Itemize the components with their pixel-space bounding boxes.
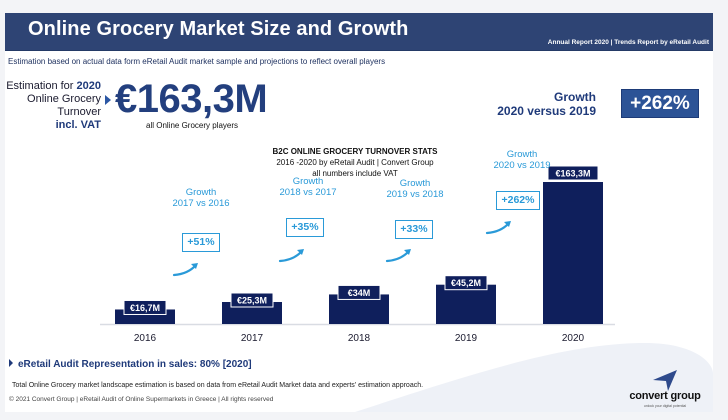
value-label-box xyxy=(230,292,274,308)
growth-arrow-icon xyxy=(485,221,511,235)
representation-line: eRetail Audit Representation in sales: 8… xyxy=(9,359,252,370)
growth-annotation-label: Growth 2019 vs 2018 xyxy=(375,178,455,200)
growth-value-box: +262% xyxy=(496,191,540,210)
growth-period: 2020 vs 2019 xyxy=(493,160,551,171)
estimation-year: 2020 xyxy=(76,80,101,92)
growth-annotation-label: Growth 2020 vs 2019 xyxy=(482,149,562,171)
value-label: €45,2M xyxy=(451,278,481,288)
growth-arrow-head-icon xyxy=(297,249,304,255)
growth-annotation-label: Growth 2017 vs 2016 xyxy=(161,187,241,209)
growth-label: Growth xyxy=(399,178,431,189)
growth-headline-line1: Growth xyxy=(554,90,596,104)
growth-arrow-head-icon xyxy=(504,221,511,227)
triangle-pointer-icon xyxy=(105,95,111,105)
growth-arrow-icon xyxy=(385,249,411,263)
value-label: €34M xyxy=(348,288,371,298)
header-band: Online Grocery Market Size and Growth An… xyxy=(5,13,713,51)
growth-arrow-icon xyxy=(278,249,304,263)
chart-title: B2C ONLINE GROCERY TURNOVER STATS xyxy=(272,147,438,156)
growth-label: Growth xyxy=(185,187,217,198)
triangle-bullet-icon xyxy=(9,359,13,367)
growth-annotation-label: Growth 2018 vs 2017 xyxy=(268,176,348,198)
bar-2020 xyxy=(543,182,603,324)
chart-subtitle-2: all numbers include VAT xyxy=(312,169,398,178)
growth-arrow-head-icon xyxy=(191,263,198,269)
estimation-line4: incl. VAT xyxy=(55,119,101,131)
growth-period: 2017 vs 2016 xyxy=(172,198,230,209)
growth-headline-value: +262% xyxy=(621,89,699,118)
estimation-label: Estimation for 2020 Online Grocery Turno… xyxy=(6,80,101,132)
x-tick-label: 2016 xyxy=(134,333,157,344)
growth-period: 2018 vs 2017 xyxy=(279,187,337,198)
slide: Online Grocery Market Size and Growth An… xyxy=(5,13,713,412)
x-tick-label: 2019 xyxy=(455,333,478,344)
value-label-box xyxy=(547,165,599,181)
big-value-caption: all Online Grocery players xyxy=(146,121,239,130)
value-label: €25,3M xyxy=(237,296,267,306)
growth-value-box: +51% xyxy=(182,233,220,252)
representation-text: eRetail Audit Representation in sales: 8… xyxy=(18,359,252,370)
value-label-box xyxy=(123,299,167,315)
convert-group-logo: convert group unlock your digital potent… xyxy=(625,368,705,412)
estimation-line3: Turnover xyxy=(57,106,101,118)
footnote: Total Online Grocery market landscape es… xyxy=(12,382,424,389)
x-tick-label: 2020 xyxy=(562,333,585,344)
page-title: Online Grocery Market Size and Growth xyxy=(28,18,409,40)
estimation-subtitle: Estimation based on actual data form eRe… xyxy=(8,57,386,66)
arrow-logo-icon xyxy=(653,370,677,391)
growth-period: 2019 vs 2018 xyxy=(386,189,444,200)
x-tick-label: 2018 xyxy=(348,333,371,344)
value-label-box xyxy=(444,275,488,291)
bar-chart: €16,7M 2016 €25,3M 2017 €34M 2018 €45,2M 2019 €1… xyxy=(100,165,615,344)
chart-subtitle-1: 2016 -2020 by eRetail Audit | Convert Gr… xyxy=(276,158,434,167)
logo-tagline: unlock your digital potential xyxy=(643,404,687,408)
growth-headline-line2: 2020 versus 2019 xyxy=(497,104,596,118)
growth-headline-label: Growth 2020 versus 2019 xyxy=(497,90,596,118)
growth-value-box: +33% xyxy=(395,220,433,239)
growth-arrow-head-icon xyxy=(404,249,411,255)
growth-arrow-icon xyxy=(172,263,198,277)
copyright: © 2021 Convert Group | eRetail Audit of … xyxy=(9,396,274,403)
estimation-line2: Online Grocery xyxy=(27,93,101,105)
x-tick-label: 2017 xyxy=(241,333,264,344)
growth-label: Growth xyxy=(506,149,538,160)
chart-title-block: B2C ONLINE GROCERY TURNOVER STATS 2016 -… xyxy=(205,146,505,179)
logo-name: convert group xyxy=(629,390,701,402)
big-turnover-value: €163,3M xyxy=(115,77,268,121)
bar-2019 xyxy=(436,284,496,324)
value-label-box xyxy=(337,284,381,300)
growth-value-box: +35% xyxy=(286,218,324,237)
estimation-prefix: Estimation for xyxy=(6,80,77,92)
report-caption: Annual Report 2020 | Trends Report by eR… xyxy=(547,39,709,46)
value-label: €16,7M xyxy=(130,303,160,313)
growth-label: Growth xyxy=(292,176,324,187)
value-label: €163,3M xyxy=(555,169,590,179)
